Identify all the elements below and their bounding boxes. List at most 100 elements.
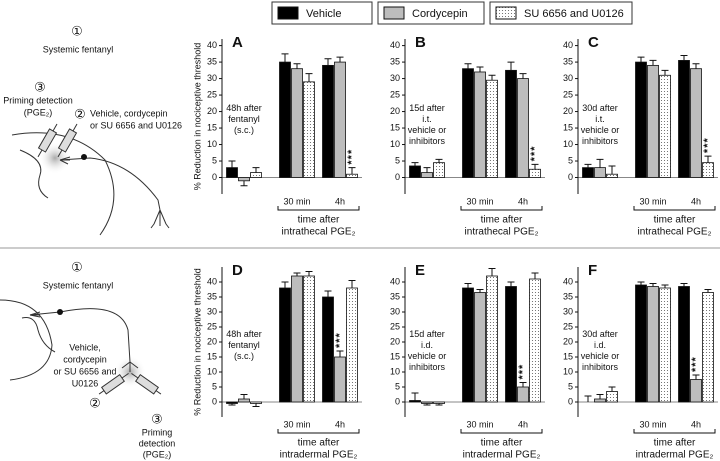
- error-bar: [519, 73, 527, 79]
- y-tick-label: 15: [390, 351, 400, 361]
- significance: ***: [346, 149, 358, 165]
- bar: [690, 379, 702, 403]
- legend-label: Cordycepin: [412, 8, 468, 20]
- y-tick-label: 25: [207, 321, 217, 331]
- bar: [529, 278, 541, 403]
- y-tick-label: 15: [207, 122, 217, 132]
- bar: [582, 167, 594, 178]
- bar: [250, 401, 262, 404]
- bar: [226, 167, 238, 178]
- error-bar: [637, 56, 645, 63]
- y-axis-label: % Reduction in nociceptive threshold: [192, 43, 202, 191]
- bar: [474, 71, 486, 178]
- error-bar: [608, 165, 616, 175]
- y-tick-label: 30: [563, 73, 573, 83]
- error-bar: [584, 163, 592, 168]
- bar: [659, 74, 671, 178]
- step-number: ②: [74, 108, 86, 123]
- bar: [322, 296, 334, 403]
- y-tick-label: 20: [563, 336, 573, 346]
- y-tick-label: 0: [568, 396, 573, 406]
- diagram-label: detection: [139, 438, 176, 448]
- y-tick-label: 5: [568, 381, 573, 391]
- x-axis-label: time after: [654, 215, 696, 226]
- legend-box: [489, 1, 633, 25]
- annotation: 30d after: [582, 329, 618, 339]
- bar: [606, 391, 618, 403]
- bar: [291, 275, 303, 403]
- bar: [462, 287, 474, 403]
- step-number: ③: [34, 81, 46, 96]
- error-bar: [281, 281, 289, 288]
- y-tick-label: 15: [563, 122, 573, 132]
- x-axis-label: time after: [481, 438, 523, 449]
- y-tick-label: 40: [390, 276, 400, 286]
- bar: [647, 64, 659, 178]
- error-bar: [584, 395, 592, 402]
- x-axis-label: intradermal PGE₂: [280, 450, 358, 461]
- error-bar: [661, 284, 669, 288]
- annotation: vehicle or: [581, 125, 620, 135]
- annotation: i.d.: [421, 340, 433, 350]
- x-tick-label: 30 min: [466, 419, 493, 429]
- annotation: vehicle or: [581, 351, 620, 361]
- bar: [421, 172, 433, 178]
- x-axis-label: time after: [298, 438, 340, 449]
- y-tick-label: 10: [207, 139, 217, 149]
- bar: [409, 400, 421, 403]
- x-axis-bracket: [460, 429, 543, 434]
- x-tick-label: 4h: [518, 196, 528, 206]
- x-axis-label: intradermal PGE₂: [463, 450, 541, 461]
- y-tick-label: 10: [207, 366, 217, 376]
- bar: [647, 286, 659, 403]
- step-number: ②: [89, 397, 101, 412]
- bar: [678, 286, 690, 403]
- significance: ***: [529, 145, 541, 161]
- legend-swatch: [495, 6, 517, 20]
- error-bar: [293, 272, 301, 276]
- bar: [517, 386, 529, 403]
- y-tick-label: 10: [563, 139, 573, 149]
- bar: [433, 401, 445, 404]
- error-bar: [293, 63, 301, 69]
- diagram-label: Systemic fentanyl: [43, 280, 114, 290]
- bar: [486, 275, 498, 403]
- y-tick-label: 15: [563, 351, 573, 361]
- y-tick-label: 5: [212, 381, 217, 391]
- panel-title: D: [232, 262, 243, 279]
- y-tick-label: 30: [207, 73, 217, 83]
- bar: [250, 172, 262, 178]
- y-tick-label: 30: [390, 73, 400, 83]
- annotation: fentanyl: [228, 340, 260, 350]
- y-tick-label: 15: [390, 122, 400, 132]
- x-tick-label: 30 min: [639, 419, 666, 429]
- annotation: vehicle or: [408, 351, 447, 361]
- diagram-label: (PGE₂): [143, 449, 172, 459]
- x-tick-label: 30 min: [283, 196, 310, 206]
- error-bar: [464, 63, 472, 69]
- y-tick-label: 5: [395, 381, 400, 391]
- diagram-label: Vehicle,: [69, 342, 101, 352]
- x-axis-bracket: [633, 429, 716, 434]
- y-tick-label: 35: [390, 56, 400, 66]
- panel-title: A: [232, 34, 243, 51]
- error-bar: [324, 290, 332, 297]
- error-bar: [252, 403, 260, 407]
- y-tick-label: 5: [568, 155, 573, 165]
- diagram-label: or SU 6656 and U0126: [90, 120, 182, 130]
- error-bar: [488, 74, 496, 81]
- x-axis-bracket: [460, 206, 543, 211]
- error-bar: [252, 167, 260, 173]
- diagram-top: ① Systemic fentanyl ③ Priming detection …: [3, 25, 182, 236]
- error-bar: [680, 283, 688, 287]
- bar: [303, 275, 315, 403]
- x-axis-label: time after: [654, 438, 696, 449]
- diagram-label: cordycepin: [63, 354, 107, 364]
- x-axis-label: time after: [481, 215, 523, 226]
- bar: [462, 68, 474, 178]
- bar: [594, 398, 606, 403]
- error-bar: [435, 403, 443, 406]
- x-axis-label: intrathecal PGE₂: [638, 227, 712, 238]
- error-bar: [336, 56, 344, 63]
